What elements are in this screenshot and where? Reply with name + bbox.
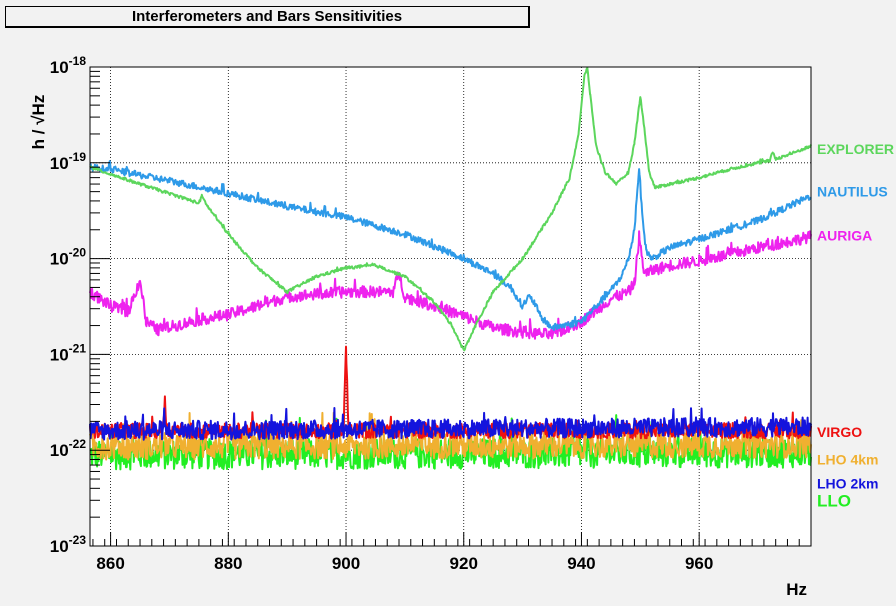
series-layer bbox=[89, 66, 812, 471]
x-tick-label: 920 bbox=[450, 554, 478, 573]
legend-label-auriga: AURIGA bbox=[817, 227, 872, 243]
y-axis-label: h / √Hz bbox=[29, 95, 48, 150]
y-tick-label: 10-23 bbox=[50, 533, 87, 556]
legend-label-explorer: EXPLORER bbox=[817, 141, 894, 157]
x-tick-label: 860 bbox=[96, 554, 124, 573]
y-tick-label: 10-18 bbox=[50, 54, 87, 77]
plot-frame bbox=[89, 66, 812, 547]
legend-label-lho-4km: LHO 4km bbox=[817, 451, 878, 467]
series-line-auriga bbox=[89, 230, 812, 340]
x-tick-label: 940 bbox=[567, 554, 595, 573]
x-tick-label: 900 bbox=[332, 554, 360, 573]
x-tick-label: 880 bbox=[214, 554, 242, 573]
chart-title: Interferometers and Bars Sensitivities bbox=[5, 6, 530, 28]
series-line-explorer bbox=[89, 66, 812, 352]
legend: EXPLORER NAUTILUS AURIGA VIRGO LHO 4km LHO 2k… bbox=[817, 141, 894, 511]
legend-label-llo: LLO bbox=[817, 492, 851, 511]
y-tick-label: 10-19 bbox=[50, 150, 87, 173]
y-tick-label: 10-22 bbox=[50, 437, 87, 460]
series-line-nautilus bbox=[89, 160, 812, 331]
x-axis-label: Hz bbox=[786, 580, 807, 599]
y-tick-label: 10-21 bbox=[50, 341, 87, 364]
legend-label-virgo: VIRGO bbox=[817, 424, 862, 440]
axes: 860 880 900 920 940 960 10-23 10-22 10-21 10-20 10… bbox=[50, 54, 812, 573]
legend-label-lho-2km: LHO 2km bbox=[817, 475, 878, 491]
legend-label-nautilus: NAUTILUS bbox=[817, 184, 888, 200]
y-tick-label: 10-20 bbox=[50, 246, 87, 269]
x-tick-label: 960 bbox=[685, 554, 713, 573]
series-line-lho-2km bbox=[89, 407, 812, 441]
